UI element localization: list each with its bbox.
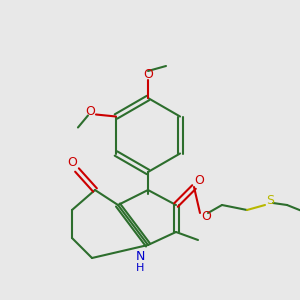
- Text: S: S: [266, 194, 274, 208]
- Text: O: O: [194, 175, 204, 188]
- Text: O: O: [201, 209, 211, 223]
- Text: O: O: [85, 105, 95, 118]
- Text: N: N: [135, 250, 145, 263]
- Text: H: H: [136, 263, 144, 273]
- Text: O: O: [67, 157, 77, 169]
- Text: O: O: [143, 68, 153, 82]
